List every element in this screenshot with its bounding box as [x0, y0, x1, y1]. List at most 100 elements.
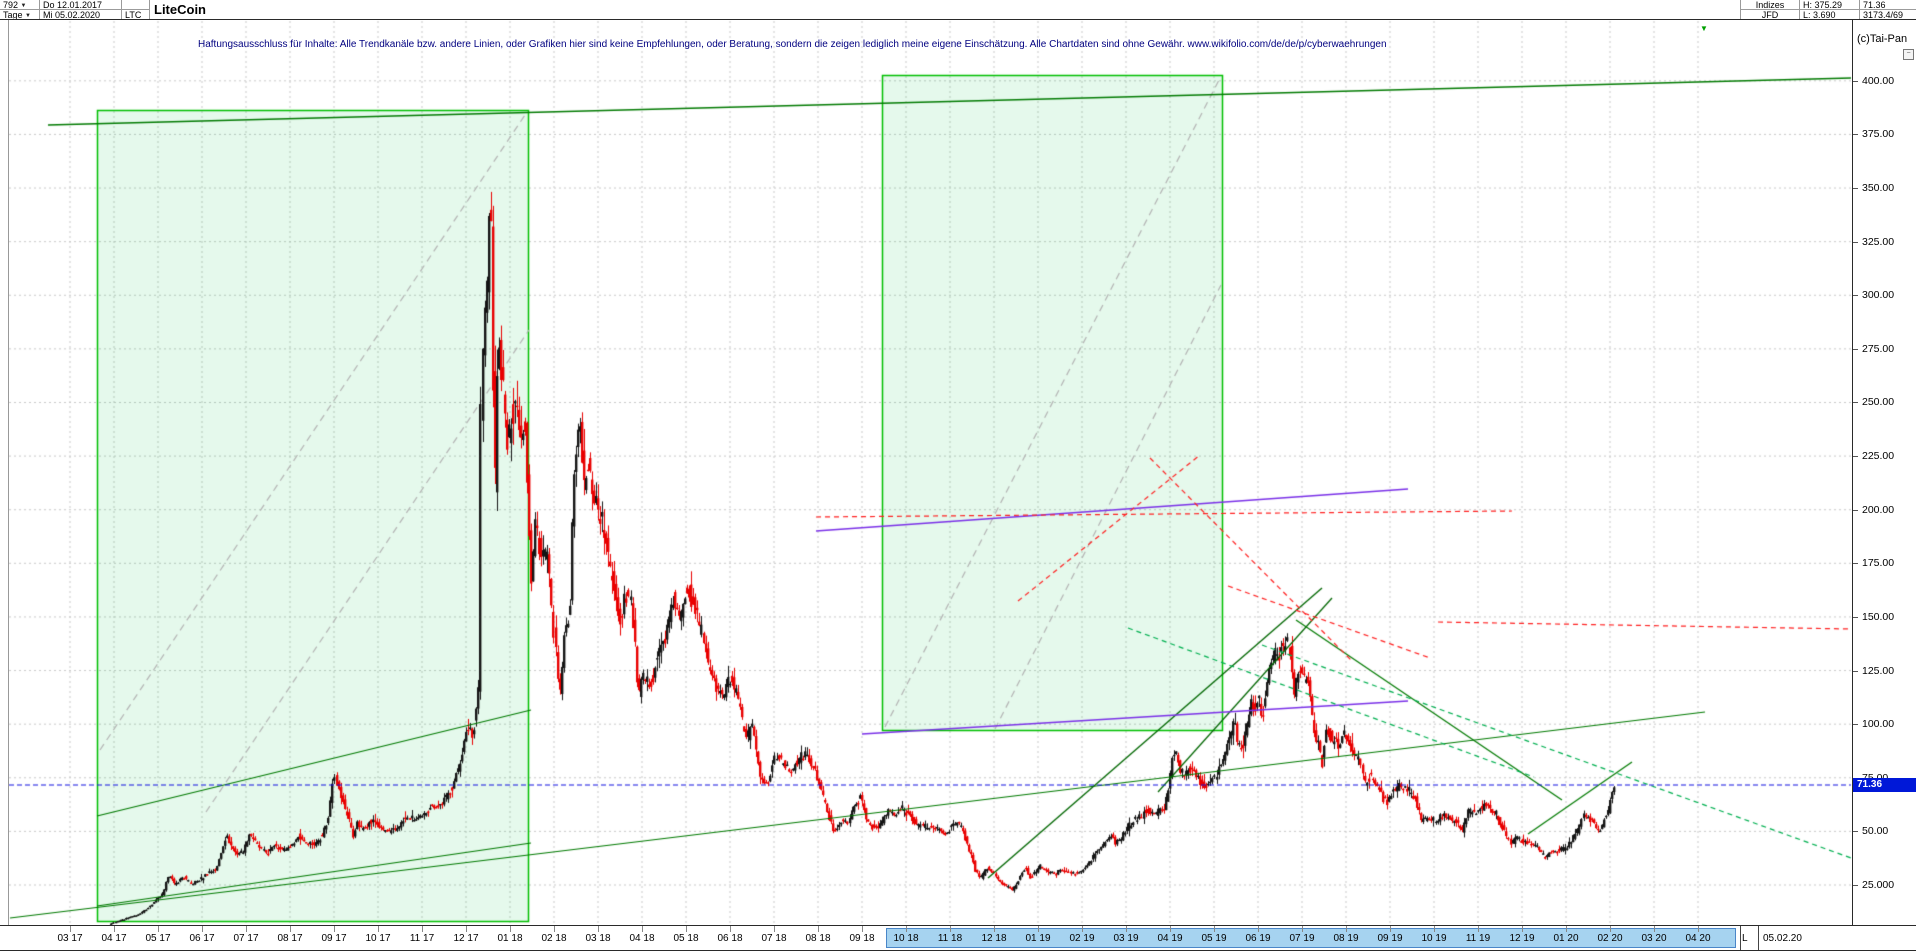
period-high-cell: H: 375.29	[1800, 0, 1860, 10]
month-label: 09 17	[321, 933, 347, 944]
month-tick	[642, 926, 643, 932]
window-bottom-border	[0, 950, 1916, 951]
indizes-label: Indizes	[1755, 0, 1785, 10]
price-axis-tick	[1853, 616, 1858, 618]
month-tick	[1214, 926, 1215, 932]
month-tick	[730, 926, 731, 932]
period-dropdown[interactable]: Tage ▼	[0, 10, 40, 19]
month-tick	[1610, 926, 1611, 932]
month-tick	[950, 926, 951, 932]
month-tick	[70, 926, 71, 932]
date-from-field[interactable]: Do 12.01.2017	[40, 0, 122, 10]
price-axis-label: 25.000	[1862, 879, 1895, 891]
month-label: 07 18	[761, 933, 787, 944]
price-axis-tick	[1853, 831, 1858, 833]
chevron-down-icon: ▼	[20, 3, 27, 9]
month-label: 01 19	[1025, 933, 1051, 944]
period-low-cell: L: 3.690	[1800, 10, 1860, 19]
collapse-icon[interactable]: −	[1903, 49, 1914, 60]
last-bar-marker: L	[1742, 933, 1748, 944]
price-axis-tick	[1853, 670, 1858, 672]
month-tick	[598, 926, 599, 932]
month-label: 08 19	[1333, 933, 1359, 944]
month-tick	[686, 926, 687, 932]
month-label: 10 19	[1421, 933, 1447, 944]
month-label: 08 18	[805, 933, 831, 944]
month-label: 11 17	[409, 933, 435, 944]
date-to-value: Mi 05.02.2020	[43, 10, 101, 19]
current-price-badge: 71.36	[1853, 778, 1916, 792]
month-tick	[774, 926, 775, 932]
month-label: 12 19	[1509, 933, 1535, 944]
axis-separator-line	[1740, 926, 1741, 950]
broker-label: JFD	[1761, 10, 1779, 19]
month-tick	[510, 926, 511, 932]
chevron-down-icon: ▼	[25, 13, 31, 19]
price-axis-tick	[1853, 509, 1858, 511]
price-axis-tick	[1853, 402, 1858, 404]
month-tick	[1566, 926, 1567, 932]
plot-top-border	[0, 19, 1916, 20]
month-label: 09 19	[1377, 933, 1403, 944]
price-chart-canvas[interactable]	[9, 20, 1852, 925]
month-tick	[1302, 926, 1303, 932]
price-axis-tick	[1853, 188, 1858, 190]
date-to-field[interactable]: Mi 05.02.2020	[40, 10, 122, 19]
month-tick	[246, 926, 247, 932]
indizes-cell: Indizes	[1740, 0, 1800, 10]
month-tick	[334, 926, 335, 932]
price-axis-label: 325.00	[1862, 235, 1895, 248]
month-label: 07 19	[1289, 933, 1315, 944]
month-label: 04 17	[101, 933, 127, 944]
month-label: 02 18	[541, 933, 567, 944]
bar-count-dropdown[interactable]: 792 ▼	[0, 0, 40, 10]
month-label: 09 18	[849, 933, 875, 944]
month-tick	[994, 926, 995, 932]
month-tick	[1258, 926, 1259, 932]
price-axis-tick	[1853, 885, 1858, 886]
price-axis-tick	[1853, 134, 1858, 136]
plot-bottom-border	[0, 925, 1916, 926]
month-label: 05 17	[145, 933, 171, 944]
month-label: 03 18	[585, 933, 611, 944]
month-label: 04 19	[1157, 933, 1183, 944]
price-axis-label: 50.00	[1862, 825, 1889, 838]
disclaimer-text: Haftungsausschluss für Inhalte: Alle Tre…	[198, 39, 1387, 50]
month-tick	[1346, 926, 1347, 932]
month-tick	[378, 926, 379, 932]
month-tick	[1038, 926, 1039, 932]
month-label: 05 18	[673, 933, 699, 944]
axis-separator-line	[1758, 926, 1759, 950]
month-label: 08 17	[277, 933, 303, 944]
price-axis-tick	[1853, 348, 1858, 350]
price-axis-label: 125.00	[1862, 664, 1895, 677]
symbol-field[interactable]: LTC	[122, 10, 150, 19]
points-value: 3173.4/69	[1863, 10, 1904, 19]
date-axis-scrollbar[interactable]: 03 17 04 17 05 17 06 17 07 17 08 17 09 17 10 17…	[0, 926, 1916, 950]
period-value: Tage	[3, 10, 23, 19]
month-tick	[554, 926, 555, 932]
page-title: LiteCoin	[154, 2, 206, 17]
period-high-value: H: 375.29	[1803, 0, 1843, 10]
month-tick	[290, 926, 291, 932]
price-axis-label: 100.00	[1862, 718, 1895, 731]
month-label: 05 19	[1201, 933, 1227, 944]
month-tick	[1654, 926, 1655, 932]
month-label: 03 17	[57, 933, 83, 944]
month-label: 07 17	[233, 933, 259, 944]
date-from-value: Do 12.01.2017	[43, 0, 103, 10]
month-tick	[1522, 926, 1523, 932]
price-axis-label: 150.00	[1862, 610, 1895, 623]
price-axis-label: 225.00	[1862, 450, 1895, 463]
month-label: 06 18	[717, 933, 743, 944]
month-label: 06 19	[1245, 933, 1271, 944]
selected-range-highlight[interactable]	[886, 928, 1736, 948]
month-label: 06 17	[189, 933, 215, 944]
month-tick	[202, 926, 203, 932]
price-axis-label: 375.00	[1862, 128, 1895, 141]
month-tick	[818, 926, 819, 932]
month-label: 11 18	[937, 933, 963, 944]
plot-left-border	[8, 20, 9, 925]
range-start-marker-icon[interactable]: ▼	[1700, 24, 1708, 33]
